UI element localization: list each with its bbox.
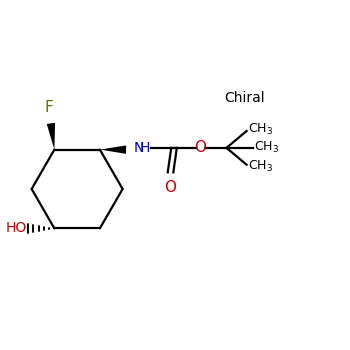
Text: HO: HO — [5, 222, 26, 236]
Text: H: H — [140, 141, 150, 155]
Text: CH$_3$: CH$_3$ — [248, 122, 273, 137]
Polygon shape — [47, 123, 55, 149]
Polygon shape — [100, 145, 126, 154]
Text: O: O — [194, 140, 206, 155]
Text: CH$_3$: CH$_3$ — [254, 140, 280, 155]
Text: O: O — [164, 180, 176, 195]
Text: Chiral: Chiral — [225, 91, 265, 105]
Text: F: F — [45, 100, 54, 114]
Text: N: N — [134, 141, 144, 155]
Text: CH$_3$: CH$_3$ — [248, 159, 273, 174]
